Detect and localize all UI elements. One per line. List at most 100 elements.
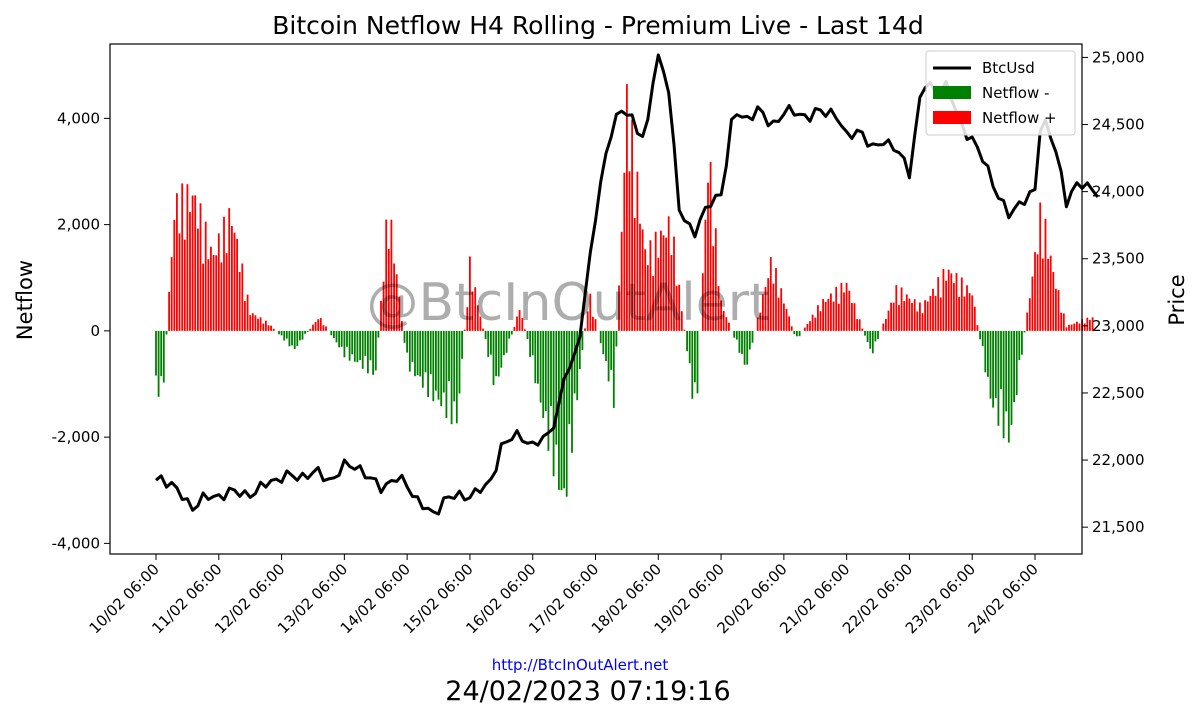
- netflow-negative-bar: [306, 330, 309, 332]
- netflow-positive-bar: [322, 325, 325, 331]
- netflow-negative-bar: [741, 330, 743, 354]
- netflow-positive-bar: [225, 253, 228, 331]
- netflow-negative-bar: [301, 330, 304, 340]
- left-axis-label: Netflow: [13, 260, 37, 340]
- netflow-positive-bar: [775, 268, 777, 331]
- netflow-negative-bar: [497, 330, 500, 377]
- netflow-positive-bar: [728, 322, 730, 331]
- netflow-positive-bar: [890, 302, 892, 331]
- netflow-positive-bar: [858, 319, 861, 331]
- netflow-negative-bar: [531, 330, 534, 356]
- netflow-positive-bar: [709, 161, 712, 331]
- netflow-positive-bar: [885, 318, 887, 331]
- netflow-negative-bar: [369, 330, 372, 361]
- watermark: @BtcInOutAlert: [367, 273, 770, 333]
- netflow-positive-bar: [518, 310, 521, 331]
- netflow-positive-bar: [1034, 252, 1036, 331]
- netflow-positive-bar: [1026, 312, 1029, 331]
- netflow-negative-bar: [581, 330, 584, 350]
- netflow-negative-bar: [748, 330, 751, 350]
- netflow-negative-bar: [490, 330, 492, 355]
- netflow-positive-bar: [204, 221, 207, 331]
- netflow-positive-bar: [1028, 298, 1031, 331]
- netflow-negative-bar: [691, 330, 694, 399]
- legend-swatch-netflow-positive: [933, 111, 971, 124]
- netflow-positive-bar: [678, 284, 681, 331]
- netflow-positive-bar: [673, 236, 675, 331]
- netflow-positive-bar: [717, 286, 720, 331]
- netflow-negative-bar: [165, 330, 168, 335]
- netflow-positive-bar: [835, 286, 838, 331]
- netflow-positive-bar: [665, 237, 667, 331]
- netflow-positive-bar: [1049, 255, 1052, 331]
- right-tick-label: 23,500: [1092, 250, 1145, 268]
- legend-label-btcusd: BtcUsd: [982, 59, 1035, 77]
- netflow-negative-bar: [374, 330, 377, 371]
- right-axis-label: Price: [1165, 274, 1189, 325]
- netflow-negative-bar: [694, 330, 696, 383]
- netflow-positive-bar: [783, 303, 785, 331]
- netflow-positive-bar: [317, 319, 320, 331]
- netflow-negative-bar: [686, 330, 688, 352]
- netflow-positive-bar: [309, 328, 312, 331]
- netflow-positive-bar: [953, 283, 955, 331]
- netflow-negative-bar: [793, 330, 796, 334]
- right-tick-label: 24,000: [1092, 183, 1145, 201]
- netflow-negative-bar: [424, 330, 427, 373]
- netflow-positive-bar: [720, 300, 722, 331]
- netflow-negative-bar: [563, 330, 565, 489]
- netflow-negative-bar: [871, 330, 874, 354]
- netflow-negative-bar: [280, 330, 283, 336]
- netflow-negative-bar: [866, 330, 869, 343]
- netflow-negative-bar: [330, 330, 333, 336]
- netflow-negative-bar: [162, 330, 165, 383]
- netflow-positive-bar: [667, 216, 670, 331]
- netflow-negative-bar: [411, 330, 414, 362]
- netflow-negative-bar: [733, 330, 736, 338]
- netflow-negative-bar: [573, 330, 576, 394]
- netflow-positive-bar: [194, 195, 197, 331]
- netflow-negative-bar: [157, 330, 160, 397]
- legend-swatch-netflow-negative: [933, 86, 971, 99]
- netflow-negative-bar: [367, 330, 369, 374]
- netflow-positive-bar: [777, 297, 780, 331]
- netflow-negative-bar: [537, 330, 539, 384]
- netflow-positive-bar: [963, 296, 966, 331]
- netflow-positive-bar: [620, 231, 623, 331]
- netflow-negative-bar: [448, 330, 450, 381]
- netflow-positive-bar: [819, 311, 822, 331]
- netflow-positive-bar: [976, 325, 979, 331]
- netflow-positive-bar: [882, 323, 885, 331]
- netflow-positive-bar: [853, 303, 856, 331]
- legend: BtcUsd Netflow - Netflow +: [925, 50, 1076, 136]
- netflow-positive-bar: [202, 263, 204, 331]
- netflow-positive-bar: [861, 328, 864, 331]
- netflow-positive-bar: [186, 184, 189, 331]
- netflow-positive-bar: [513, 326, 516, 331]
- netflow-positive-bar: [913, 299, 916, 331]
- netflow-positive-bar: [385, 219, 388, 331]
- footer-url[interactable]: http://BtcInOutAlert.net: [492, 656, 669, 674]
- netflow-positive-bar: [257, 318, 259, 331]
- netflow-positive-bar: [623, 172, 626, 331]
- netflow-negative-bar: [542, 330, 545, 418]
- netflow-positive-bar: [756, 317, 759, 331]
- netflow-negative-bar: [338, 330, 340, 348]
- netflow-negative-bar: [351, 330, 354, 355]
- netflow-negative-bar: [429, 330, 432, 375]
- netflow-positive-bar: [639, 223, 641, 331]
- netflow-negative-bar: [544, 330, 547, 411]
- netflow-positive-bar: [827, 298, 830, 331]
- netflow-negative-bar: [372, 330, 374, 375]
- netflow-positive-bar: [1055, 288, 1057, 331]
- netflow-positive-bar: [178, 233, 181, 331]
- netflow-negative-bar: [688, 330, 691, 364]
- netflow-negative-bar: [607, 330, 610, 382]
- netflow-positive-bar: [474, 287, 477, 331]
- netflow-negative-bar: [442, 330, 445, 393]
- netflow-positive-bar: [217, 233, 220, 331]
- legend-label-netflow-negative: Netflow -: [982, 84, 1049, 102]
- netflow-positive-bar: [911, 302, 913, 331]
- netflow-negative-bar: [155, 330, 157, 376]
